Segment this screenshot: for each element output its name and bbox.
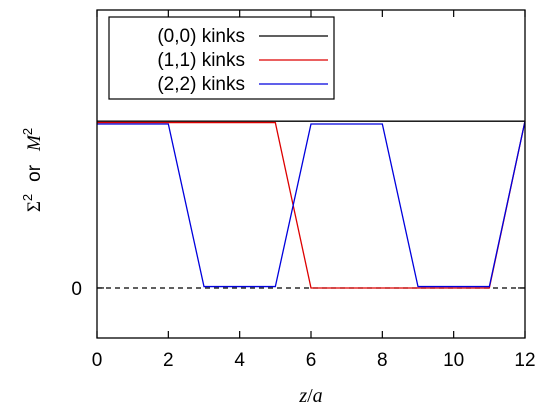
y-label-sigma: Σ xyxy=(24,201,45,212)
x-tick-label-2: 4 xyxy=(234,350,245,371)
legend-label-0: (0,0) kinks xyxy=(157,26,245,47)
y-axis-label: Σ2orM2 xyxy=(20,128,45,212)
series-layer xyxy=(97,120,526,289)
x-label-unit: a xyxy=(313,385,323,407)
y-label-m: M xyxy=(24,134,45,152)
y-label-sup-2: 2 xyxy=(20,128,35,135)
x-tick-label-4: 8 xyxy=(377,350,388,371)
x-label-var: z xyxy=(298,385,307,407)
legend-label-2: (2,2) kinks xyxy=(157,74,245,95)
x-tick-label-1: 2 xyxy=(163,350,174,371)
x-tick-label-6: 12 xyxy=(514,350,535,371)
legend: (0,0) kinks (1,1) kinks (2,2) kinks xyxy=(108,16,335,100)
y-label-or: or xyxy=(24,164,45,182)
x-tick-label-5: 10 xyxy=(443,350,464,371)
legend-box xyxy=(108,16,335,100)
x-tick-label-3: 6 xyxy=(306,350,317,371)
legend-label-1: (1,1) kinks xyxy=(157,50,245,71)
x-axis-label: z/a xyxy=(298,385,322,407)
series-line-2 xyxy=(97,121,526,288)
plot-frame xyxy=(96,9,526,339)
x-tick-label-0: 0 xyxy=(92,350,103,371)
y-tick-label-0: 0 xyxy=(71,279,82,300)
y-label-sup-1: 2 xyxy=(20,194,35,201)
svg-text:Σ2orM2: Σ2orM2 xyxy=(20,128,45,212)
